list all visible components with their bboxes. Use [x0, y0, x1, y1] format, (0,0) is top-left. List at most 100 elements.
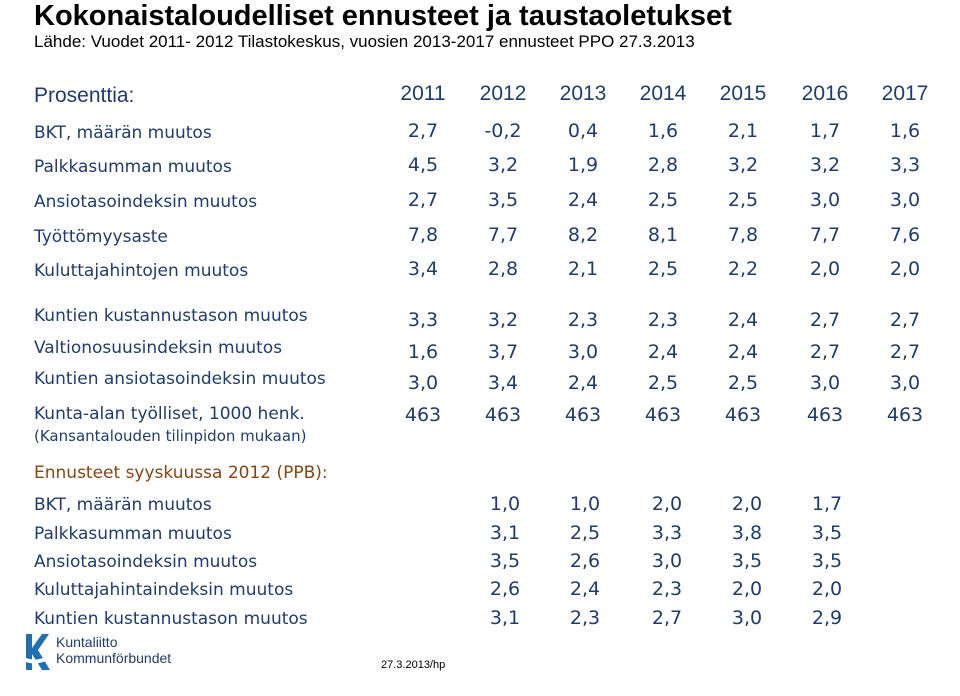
table-cell: 3,5 — [487, 189, 519, 211]
table-cell: 0,4 — [567, 120, 599, 142]
footer-date: 27.3.2013/hp — [381, 659, 446, 671]
table-cell: 2,4 — [727, 309, 759, 331]
header-label: Prosenttia: — [34, 84, 135, 107]
table-cell: 2,7 — [407, 189, 439, 211]
table-cell: 2,2 — [727, 258, 759, 280]
table-cell: 2,5 — [569, 522, 601, 544]
table-cell: 2,5 — [647, 189, 679, 211]
page-title: Kokonaistaloudelliset ennusteet ja taust… — [34, 0, 732, 32]
table-cell: 3,7 — [487, 341, 519, 363]
row-label-municipal: Kuntien ansiotasoindeksin muutos — [34, 369, 326, 389]
table-cell: 7,8 — [727, 224, 759, 246]
table-cell: 2,5 — [647, 258, 679, 280]
logo-text-line1: Kuntaliitto — [56, 634, 118, 650]
source-note: Lähde: Vuodet 2011- 2012 Tilastokeskus, … — [34, 32, 695, 51]
row-label-forecast: Palkkasumman muutos — [34, 524, 232, 544]
table-cell: 2,1 — [567, 258, 599, 280]
row-label-main: Palkkasumman muutos — [34, 157, 232, 177]
row-label-main: Ansiotasoindeksin muutos — [34, 192, 258, 212]
forecast-heading: Ennusteet syyskuussa 2012 (PPB): — [34, 463, 328, 483]
table-cell: 2,3 — [567, 309, 599, 331]
table-cell: 3,2 — [809, 154, 841, 176]
table-cell: 7,7 — [487, 224, 519, 246]
row-label-municipal: Kuntien kustannustason muutos — [34, 306, 308, 326]
table-cell: 3,5 — [811, 550, 843, 572]
table-cell: 7,7 — [809, 224, 841, 246]
table-cell: 463 — [484, 404, 522, 426]
table-cell: 2,0 — [731, 578, 763, 600]
table-cell: 2,7 — [809, 309, 841, 331]
table-cell: 2,0 — [809, 258, 841, 280]
employment-label: Kunta-alan työlliset, 1000 henk. — [34, 404, 305, 424]
table-cell: 3,1 — [489, 607, 521, 629]
table-cell: 2,0 — [889, 258, 921, 280]
table-cell: 3,5 — [731, 550, 763, 572]
table-cell: 7,6 — [889, 224, 921, 246]
table-cell: 2,5 — [647, 372, 679, 394]
table-cell: 2013 — [559, 82, 607, 105]
kuntaliitto-logo-icon — [26, 634, 50, 670]
row-label-municipal: Valtionosuusindeksin muutos — [34, 338, 283, 358]
table-cell: 3,0 — [651, 550, 683, 572]
table-cell: 2011 — [400, 82, 446, 105]
table-cell: 2,3 — [651, 578, 683, 600]
logo-text-line2: Kommunförbundet — [56, 650, 172, 666]
table-cell: 2,4 — [567, 372, 599, 394]
table-cell: 3,1 — [489, 522, 521, 544]
table-cell: 2,4 — [569, 578, 601, 600]
table-cell: 2,0 — [731, 493, 763, 515]
table-cell: 3,4 — [407, 258, 439, 280]
table-cell: 4,5 — [407, 154, 439, 176]
table-cell: 3,3 — [407, 309, 439, 331]
table-cell: 8,1 — [647, 224, 679, 246]
table-cell: 3,3 — [651, 522, 683, 544]
table-cell: 3,0 — [889, 189, 921, 211]
table-cell: 2,7 — [889, 341, 921, 363]
table-cell: 3,5 — [489, 550, 521, 572]
table-cell: 3,0 — [567, 341, 599, 363]
table-cell: 2,6 — [489, 578, 521, 600]
table-cell: 8,2 — [567, 224, 599, 246]
table-cell: 2,7 — [809, 341, 841, 363]
table-cell: 7,8 — [407, 224, 439, 246]
table-cell: 1,6 — [407, 341, 439, 363]
table-cell: 2,5 — [727, 189, 759, 211]
table-cell: 2017 — [881, 82, 929, 105]
table-cell: 3,8 — [731, 522, 763, 544]
table-cell: 3,0 — [889, 372, 921, 394]
table-cell: 1,9 — [567, 154, 599, 176]
row-label-forecast: BKT, määrän muutos — [34, 495, 212, 515]
table-cell: 1,0 — [489, 493, 521, 515]
table-cell: 3,2 — [487, 154, 519, 176]
table-cell: 2,9 — [811, 607, 843, 629]
header-band — [0, 0, 960, 52]
table-cell: 2,0 — [811, 578, 843, 600]
table-cell: 1,7 — [811, 493, 843, 515]
table-cell: 2014 — [639, 82, 687, 105]
table-cell: 3,5 — [811, 522, 843, 544]
table-cell: 2012 — [479, 82, 527, 105]
table-cell: 2016 — [801, 82, 849, 105]
table-cell: 463 — [564, 404, 602, 426]
table-cell: 2,4 — [567, 189, 599, 211]
table-cell: 2,8 — [487, 258, 519, 280]
table-cell: 2,4 — [727, 341, 759, 363]
table-cell: 3,3 — [889, 154, 921, 176]
table-cell: 2,6 — [569, 550, 601, 572]
table-cell: 2,8 — [647, 154, 679, 176]
table-cell: 2,1 — [727, 120, 759, 142]
row-label-forecast: Kuluttajahintaindeksin muutos — [34, 580, 294, 600]
table-cell: 3,2 — [487, 309, 519, 331]
row-label-main: Työttömyysaste — [34, 227, 168, 247]
table-cell: 2,7 — [889, 309, 921, 331]
table-cell: 3,2 — [727, 154, 759, 176]
table-cell: 3,0 — [809, 372, 841, 394]
table-cell: 2,4 — [647, 341, 679, 363]
table-cell: 2015 — [719, 82, 767, 105]
table-cell: 463 — [404, 404, 442, 426]
table-cell: 2,5 — [727, 372, 759, 394]
table-cell: 3,0 — [809, 189, 841, 211]
table-cell: 2,3 — [569, 607, 601, 629]
table-cell: 3,0 — [731, 607, 763, 629]
row-label-forecast: Ansiotasoindeksin muutos — [34, 552, 258, 572]
